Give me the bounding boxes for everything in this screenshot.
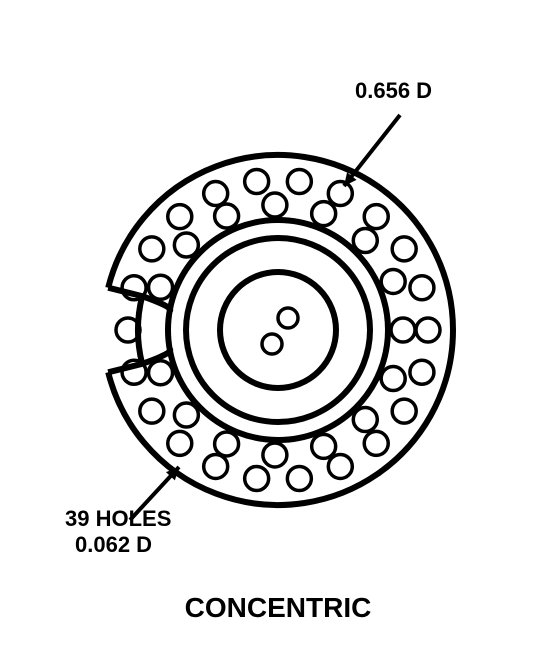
outer-hole [168,431,192,455]
outer-hole [392,399,416,423]
leader-line [344,115,400,186]
inner-hole [263,193,287,217]
figure-title: CONCENTRIC [185,592,372,624]
outer-hole [328,182,352,206]
hole-count-label-line1: 39 HOLES [65,506,171,532]
inner-hole [381,367,405,391]
figure-container: CONCENTRIC 0.656 D 39 HOLES 0.062 D [0,0,556,664]
center-bore [220,272,336,388]
hole-count-label-line2: 0.062 D [75,532,152,558]
outer-hole [204,182,228,206]
concentric-diagram-svg [0,0,556,664]
outer-hole [410,360,434,384]
inner-hole [149,361,173,385]
inner-hole [391,318,415,342]
inner-hole [215,204,239,228]
inner-hole [353,229,377,253]
outer-hole [245,170,269,194]
inner-hole [353,407,377,431]
inner-hole [312,434,336,458]
ring2-inner [186,238,370,422]
outer-hole [416,318,440,342]
outer-boundary-arc [108,155,453,505]
inner-hole [174,233,198,257]
outer-hole [140,237,164,261]
outer-hole [204,454,228,478]
dimension-label-top: 0.656 D [355,78,432,104]
center-hole [278,308,298,328]
ring2-outer [168,220,388,440]
outer-hole [392,237,416,261]
inner-hole [149,275,173,299]
outer-hole [328,454,352,478]
outer-hole [410,276,434,300]
outer-hole [168,205,192,229]
inner-hole [381,269,405,293]
inner-hole [174,403,198,427]
inner-hole [312,202,336,226]
outer-hole [287,170,311,194]
outer-hole [245,466,269,490]
outer-hole [287,466,311,490]
outer-hole [140,399,164,423]
inner-hole [263,443,287,467]
outer-hole [364,205,388,229]
outer-hole [364,431,388,455]
center-hole [262,334,282,354]
inner-hole [215,432,239,456]
